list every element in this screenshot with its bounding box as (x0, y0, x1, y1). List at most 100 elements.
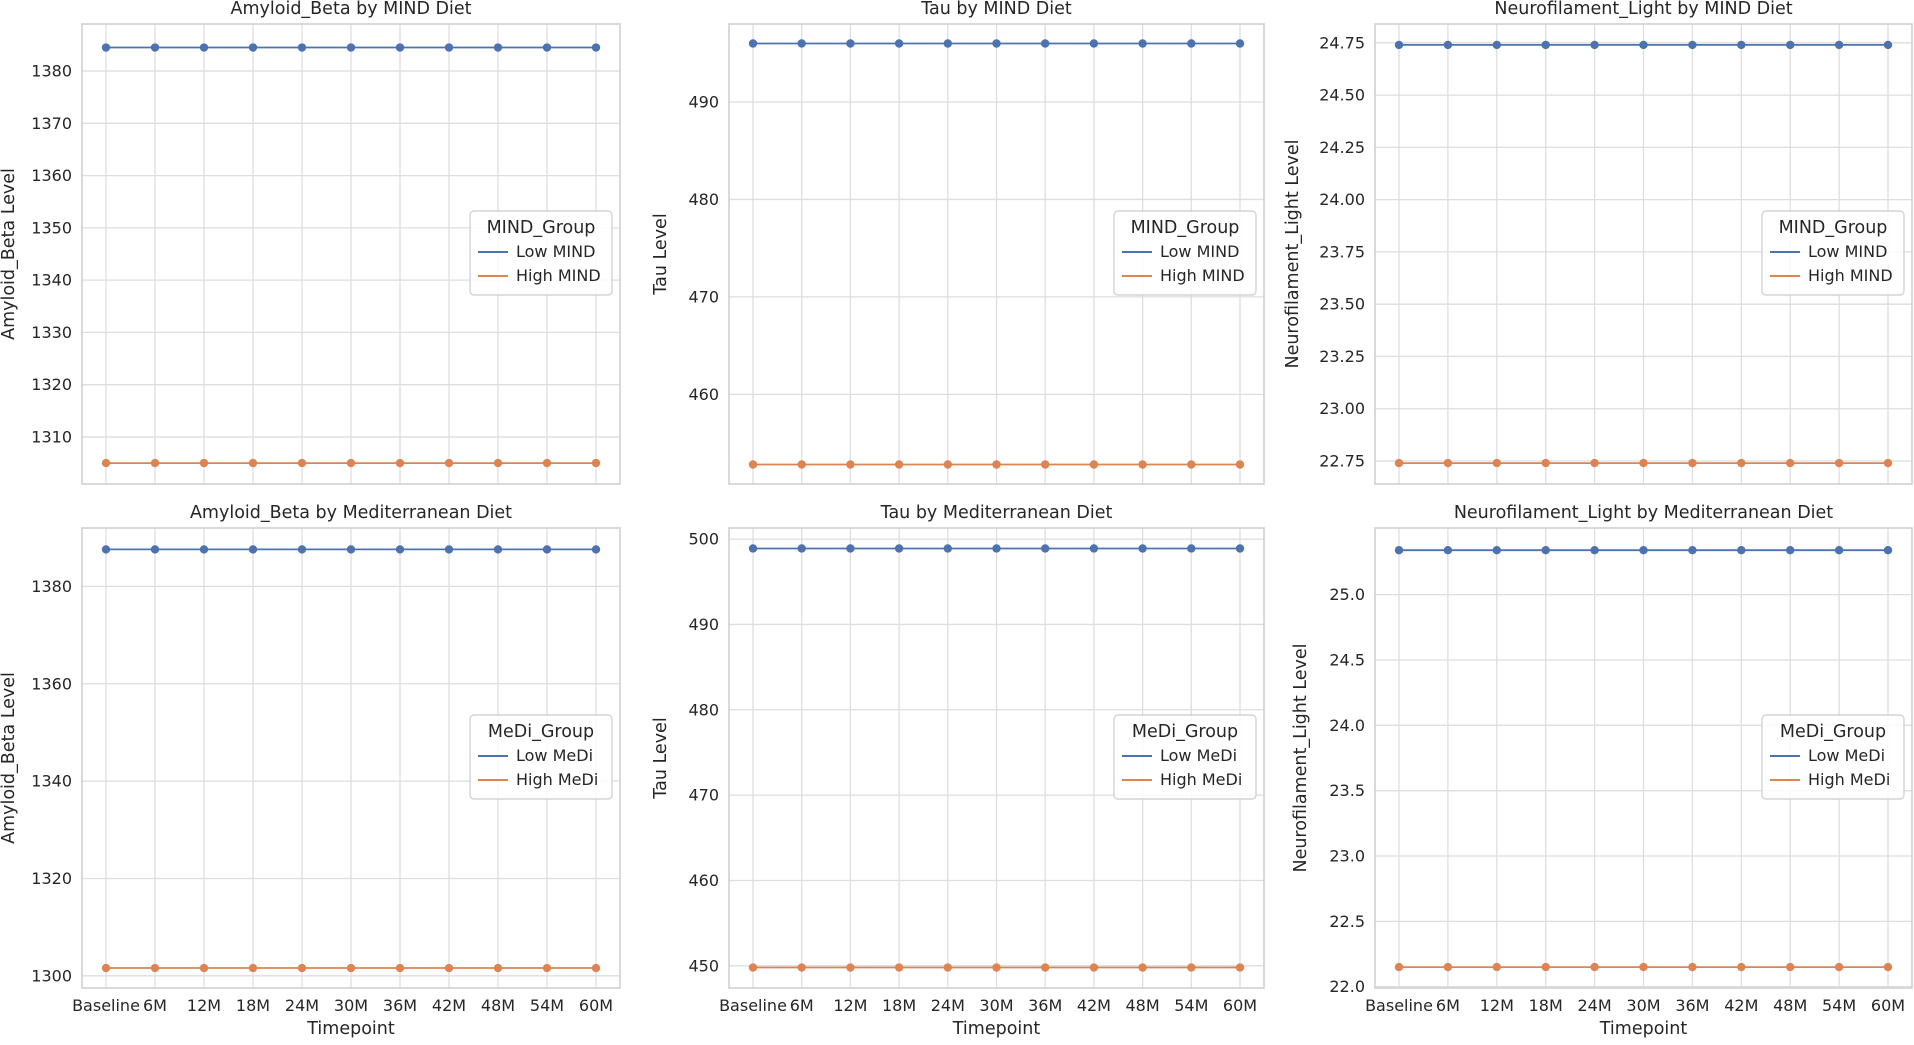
y-tick-label: 460 (688, 385, 719, 404)
data-point (248, 458, 258, 468)
data-point (346, 43, 356, 52)
data-point (1443, 458, 1453, 468)
data-point (1235, 460, 1245, 469)
data-point (1394, 962, 1404, 972)
data-point (1883, 458, 1893, 468)
data-point (1394, 458, 1404, 468)
data-point (748, 963, 758, 972)
legend-label: High MIND (1160, 266, 1245, 285)
legend-label: High MeDi (1160, 770, 1242, 789)
data-point (846, 460, 855, 469)
legend: MIND_Group Low MIND High MIND (469, 210, 613, 296)
data-point (943, 963, 952, 972)
data-point (1639, 40, 1648, 50)
data-point (1235, 963, 1245, 972)
data-point (1187, 460, 1196, 469)
data-point (1394, 40, 1404, 50)
data-point (1187, 39, 1196, 48)
data-point (1394, 546, 1404, 555)
y-tick-label: 24.00 (1319, 190, 1365, 209)
data-point (1834, 458, 1844, 468)
x-tick-label: 18M (1529, 996, 1563, 1015)
data-point (1541, 458, 1550, 468)
x-axis-label: Timepoint (952, 1019, 1041, 1039)
data-point (992, 963, 1001, 972)
legend-title: MIND_Group (487, 218, 596, 238)
x-tick-label: 24M (931, 996, 965, 1015)
data-point (1688, 458, 1697, 468)
y-tick-label: 470 (688, 786, 719, 805)
y-tick-label: 24.75 (1319, 33, 1365, 52)
y-axis-label: Amyloid_Beta Level (0, 168, 19, 340)
data-point (444, 963, 454, 973)
y-tick-label: 450 (688, 956, 719, 975)
data-point (1138, 544, 1147, 553)
y-axis-label: Neurofilament_Light Level (1291, 643, 1311, 872)
data-point (150, 43, 160, 52)
data-point (199, 545, 209, 554)
legend-label: Low MIND (1160, 242, 1239, 261)
data-point (1786, 40, 1795, 50)
x-tick-label: Baseline (72, 996, 140, 1015)
y-tick-label: 24.25 (1319, 138, 1365, 157)
data-point (1639, 962, 1648, 972)
data-point (1639, 546, 1648, 555)
data-point (1138, 963, 1147, 972)
legend-label: Low MeDi (1160, 746, 1237, 765)
y-tick-label: 1380 (31, 62, 72, 81)
data-point (591, 963, 601, 973)
x-tick-label: Baseline (719, 996, 787, 1015)
data-point (1541, 962, 1550, 972)
x-tick-label: 36M (383, 996, 417, 1015)
chart-panel-4: 1300 1320 1340 1360 1380 Baseline 6M 12M 18M 24M 3… (0, 503, 621, 1039)
axes-frame (81, 23, 621, 485)
data-point (1443, 40, 1453, 50)
data-point (846, 39, 855, 48)
data-point (894, 544, 904, 553)
chart-panel-1: 1310 1320 1330 1340 1350 1360 1370 1380 Amyloid_… (0, 0, 621, 485)
data-point (1089, 460, 1099, 469)
x-tick-label: 24M (285, 996, 319, 1015)
legend-title: MIND_Group (1131, 218, 1240, 238)
data-point (1138, 460, 1147, 469)
y-tick-label: 1340 (31, 772, 72, 791)
y-axis-label: Amyloid_Beta Level (0, 672, 19, 844)
data-point (542, 43, 552, 52)
data-point (1590, 40, 1599, 50)
y-tick-label: 23.0 (1329, 847, 1365, 866)
data-point (1590, 962, 1599, 972)
legend: MeDi_Group Low MeDi High MeDi (1761, 714, 1905, 800)
chart-panel-2: 460 470 480 490 Tau by MIND Diet Tau Level MIN… (651, 0, 1265, 485)
data-point (1187, 544, 1196, 553)
x-tick-label: 30M (979, 996, 1013, 1015)
data-point (1590, 546, 1599, 555)
x-tick-label: 60M (579, 996, 613, 1015)
data-point (150, 545, 160, 554)
data-point (591, 43, 601, 52)
data-point (493, 963, 503, 973)
data-point (199, 458, 209, 468)
data-point (199, 963, 209, 973)
x-tick-label: 12M (1480, 996, 1514, 1015)
y-tick-label: 1320 (31, 375, 72, 394)
data-point (101, 545, 111, 554)
legend-title: MeDi_Group (1132, 722, 1238, 742)
data-point (1786, 458, 1795, 468)
data-point (1883, 962, 1893, 972)
data-point (248, 545, 258, 554)
x-tick-label: 36M (1028, 996, 1062, 1015)
data-point (542, 458, 552, 468)
legend-label: Low MIND (1808, 242, 1887, 261)
chart-panel-6: 22.0 22.5 23.0 23.5 24.0 24.5 25.0 Baseline 6M 12… (1291, 503, 1913, 1039)
y-tick-label: 22.0 (1329, 977, 1365, 996)
data-point (1834, 962, 1844, 972)
y-tick-label: 480 (688, 190, 719, 209)
data-point (797, 963, 806, 972)
x-tick-label: 6M (1436, 996, 1460, 1015)
x-tick-label: 60M (1223, 996, 1257, 1015)
y-tick-label: 24.5 (1329, 650, 1365, 669)
data-point (894, 39, 904, 48)
data-point (1786, 962, 1795, 972)
legend-label: High MeDi (1808, 770, 1890, 789)
